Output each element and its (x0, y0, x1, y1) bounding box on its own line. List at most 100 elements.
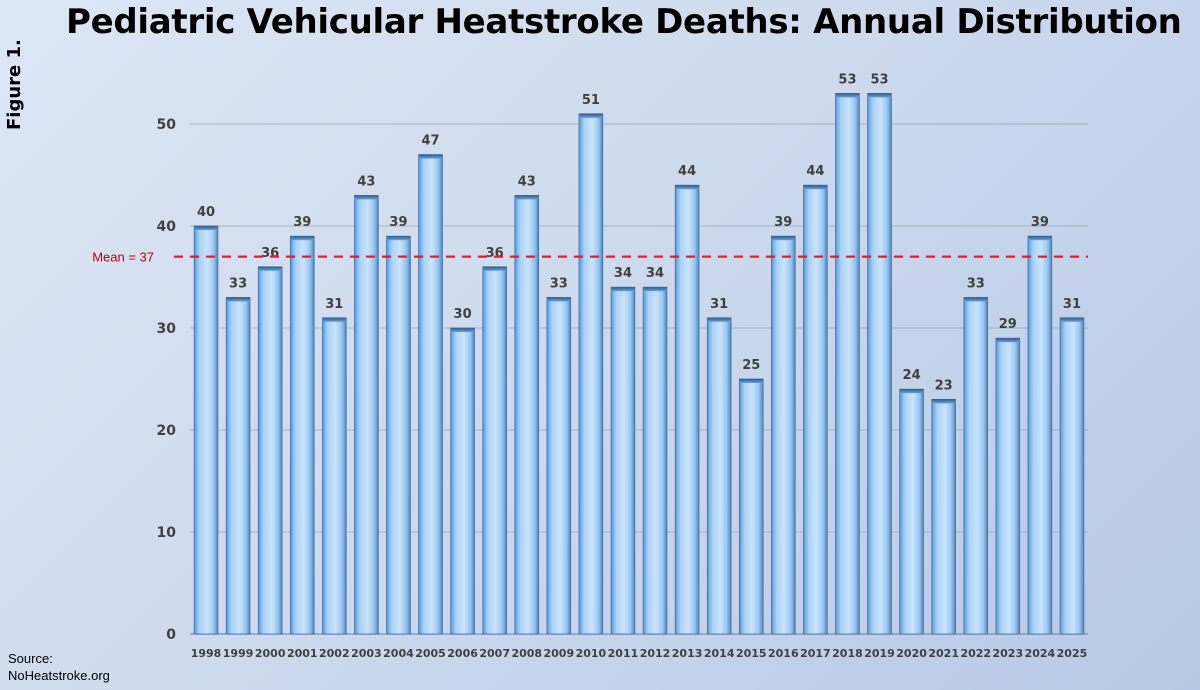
x-tick-label: 2009 (544, 647, 575, 660)
data-label: 25 (742, 358, 760, 373)
bar-2001 (289, 235, 315, 635)
x-tick-label: 2018 (832, 647, 863, 660)
data-label: 33 (967, 276, 985, 291)
x-tick-label: 2021 (928, 647, 959, 660)
bar-2012 (642, 286, 668, 635)
x-tick-label: 2017 (800, 647, 831, 660)
bar-cap (643, 287, 667, 292)
bar-2005 (418, 154, 443, 635)
data-label: 39 (774, 215, 792, 230)
bar-2004 (386, 235, 411, 635)
bar-cap (1060, 317, 1084, 322)
bar-2019 (867, 93, 892, 635)
x-tick-label: 1998 (191, 647, 222, 660)
data-label: 39 (293, 215, 311, 230)
bar-2017 (803, 184, 828, 635)
data-label: 44 (678, 164, 696, 179)
bar-cap (739, 379, 764, 383)
bar-2003 (354, 194, 379, 635)
bar-cap (386, 236, 411, 241)
x-tick-label: 2005 (415, 647, 446, 660)
x-tick-label: 2010 (576, 647, 607, 660)
data-label: 31 (710, 297, 728, 312)
bar-1999 (225, 296, 251, 635)
data-label: 43 (357, 174, 375, 189)
data-label: 39 (1031, 215, 1049, 230)
data-label: 34 (614, 266, 632, 281)
x-tick-label: 2020 (896, 647, 927, 660)
bar-2010 (578, 113, 604, 635)
bar-1998 (193, 225, 219, 635)
y-tick-label: 0 (166, 627, 176, 643)
data-label: 30 (454, 307, 472, 322)
page-title: Pediatric Vehicular Heatstroke Deaths: A… (66, 2, 1182, 42)
bar-2022 (963, 296, 989, 635)
x-tick-label: 2014 (704, 647, 735, 660)
x-tick-label: 2000 (255, 647, 286, 660)
data-label: 36 (486, 246, 504, 261)
bar-2013 (674, 184, 700, 635)
x-tick-label: 2022 (960, 647, 991, 660)
data-label: 47 (421, 134, 439, 149)
data-label: 31 (325, 297, 343, 312)
bar-2016 (771, 235, 796, 635)
data-label: 40 (197, 205, 215, 220)
data-label: 24 (903, 368, 921, 383)
data-label: 43 (518, 174, 536, 189)
x-tick-label: 2015 (736, 647, 767, 660)
bar-cap (771, 236, 796, 241)
source-note: Source: NoHeatstroke.org (8, 650, 110, 684)
x-tick-label: 2025 (1057, 647, 1088, 660)
bar-cap (835, 93, 860, 98)
mean-line-group: Mean = 37 (92, 250, 1088, 265)
bar-cap (418, 154, 443, 159)
bar-cap (258, 266, 283, 271)
bar-cap (611, 287, 635, 292)
bar-cap (995, 338, 1020, 343)
data-label: 34 (646, 266, 664, 281)
bar-cap (1028, 236, 1052, 241)
x-tick-label: 2012 (640, 647, 671, 660)
data-label: 39 (389, 215, 407, 230)
bar-cap (899, 389, 924, 394)
data-label: 44 (806, 164, 824, 179)
bar-cap (707, 317, 732, 322)
bar-2011 (610, 286, 636, 635)
mean-label: Mean = 37 (92, 250, 154, 265)
x-axis-ticks: 1998 1999 2000 2001 2002 2003 2004 2005 2006 2007… (191, 647, 1088, 660)
x-tick-label: 2002 (319, 647, 350, 660)
x-tick-label: 2016 (768, 647, 799, 660)
bar-2014 (706, 317, 732, 635)
x-tick-label: 2008 (511, 647, 542, 660)
bar-cap (579, 113, 603, 118)
bar-cap (290, 236, 315, 241)
bar-cap (194, 226, 218, 230)
bar-2000 (257, 266, 283, 635)
bar-cap (546, 297, 571, 302)
data-label: 23 (935, 378, 953, 393)
source-label: Source: (8, 651, 53, 666)
bars: 40 33 36 39 31 43 39 47 30 36 43 33 51 34 34 44 31 25 39 44… (193, 72, 1085, 635)
bar-2018 (835, 93, 860, 635)
bar-2006 (450, 327, 475, 635)
y-tick-label: 40 (157, 219, 177, 235)
source-url: NoHeatstroke.org (8, 668, 110, 683)
bar-cap (963, 297, 988, 302)
bar-2025 (1059, 317, 1085, 635)
x-tick-label: 2013 (672, 647, 703, 660)
bar-2021 (931, 398, 956, 635)
x-tick-label: 2023 (993, 647, 1024, 660)
data-label: 51 (582, 93, 600, 108)
bar-2009 (546, 296, 572, 635)
bar-cap (514, 195, 539, 200)
y-tick-label: 20 (157, 423, 177, 439)
bar-2020 (899, 388, 924, 635)
bar-2007 (482, 266, 507, 635)
data-label: 33 (550, 276, 568, 291)
y-tick-label: 30 (157, 321, 177, 337)
x-tick-label: 2003 (351, 647, 382, 660)
bar-cap (867, 93, 892, 98)
data-label: 36 (261, 246, 279, 261)
bar-2008 (514, 194, 540, 635)
bar-2015 (738, 378, 764, 635)
